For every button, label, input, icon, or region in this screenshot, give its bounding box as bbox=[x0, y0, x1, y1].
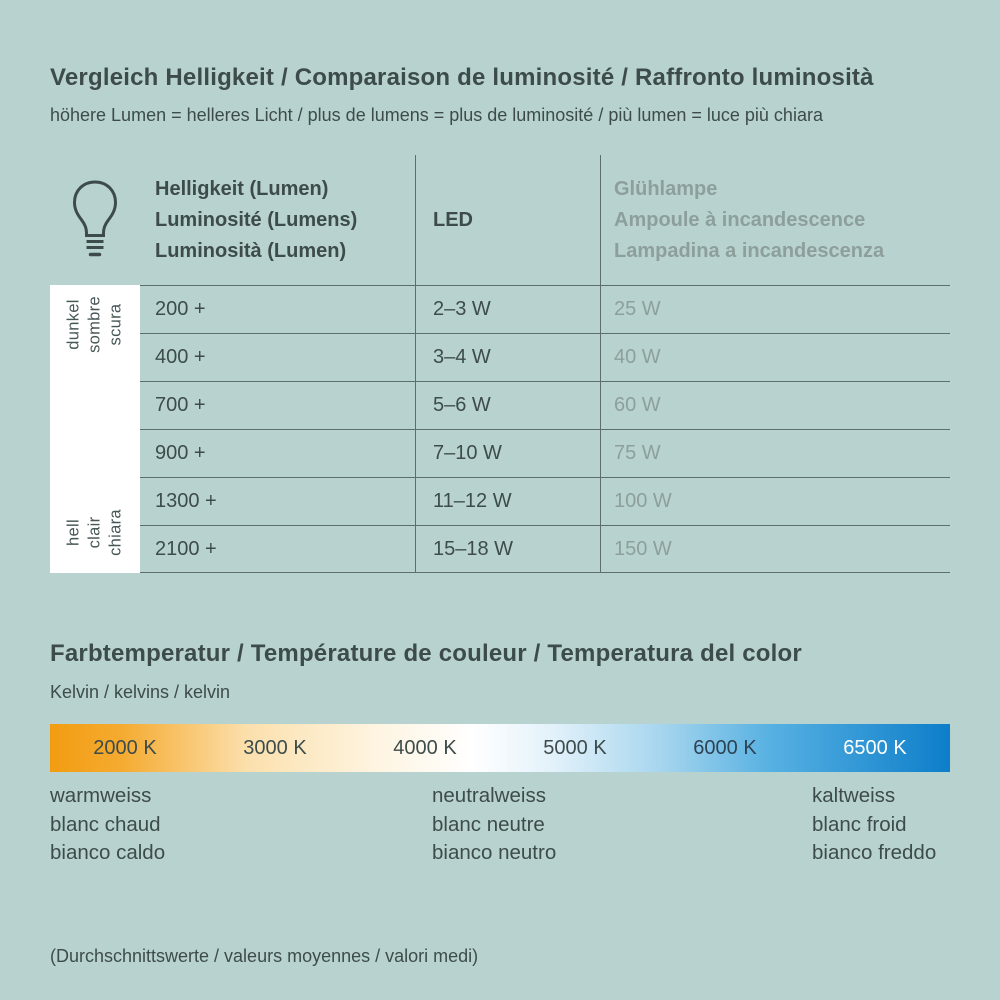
table-cell-lumen-2: 700 + bbox=[140, 381, 415, 429]
column-header-led: LED bbox=[415, 155, 600, 285]
kelvin-tick-6500: 6500 K bbox=[843, 736, 907, 759]
header-led-label: LED bbox=[433, 208, 473, 231]
table-cell-watt-1: 40 W bbox=[600, 333, 950, 381]
header-lumen-fr: Luminosité (Lumens) bbox=[155, 208, 358, 231]
kelvin-tick-3000: 3000 K bbox=[243, 736, 307, 759]
header-incandescent-it: Lampadina a incandescenza bbox=[614, 239, 885, 262]
label-neutral-de: neutralweiss bbox=[432, 784, 546, 807]
label-warm-it: bianco caldo bbox=[50, 841, 166, 864]
table-cell-watt-4: 100 W bbox=[600, 477, 950, 525]
label-warm-de: warmweiss bbox=[50, 784, 152, 807]
header-incandescent-fr: Ampoule à incandescence bbox=[614, 208, 866, 231]
table-cell-led-0: 2–3 W bbox=[415, 285, 600, 333]
temperature-labels: warmweiss blanc chaud bianco caldo neutr… bbox=[50, 782, 950, 874]
table-cell-led-4: 11–12 W bbox=[415, 477, 600, 525]
header-lumen-de: Helligkeit (Lumen) bbox=[155, 177, 329, 200]
brightness-title: Vergleich Helligkeit / Comparaison de lu… bbox=[50, 64, 874, 91]
table-cell-led-3: 7–10 W bbox=[415, 429, 600, 477]
header-incandescent-de: Glühlampe bbox=[614, 177, 718, 200]
bulb-icon-cell bbox=[50, 155, 140, 285]
kelvin-tick-6000: 6000 K bbox=[693, 736, 757, 759]
temperature-title: Farbtemperatur / Température de couleur … bbox=[50, 640, 802, 667]
table-cell-lumen-3: 900 + bbox=[140, 429, 415, 477]
table-cell-led-1: 3–4 W bbox=[415, 333, 600, 381]
label-warm-white: warmweiss blanc chaud bianco caldo bbox=[50, 782, 165, 868]
label-neutral-white: neutralweiss blanc neutre bianco neutro bbox=[432, 782, 556, 868]
side-label-bright-it: chiara bbox=[106, 509, 125, 556]
side-label-bright: hell clair chiara bbox=[64, 488, 127, 578]
label-warm-fr: blanc chaud bbox=[50, 812, 161, 836]
label-cold-it: bianco freddo bbox=[812, 841, 937, 864]
side-label-dark-de: dunkel bbox=[64, 299, 83, 350]
table-cell-lumen-5: 2100 + bbox=[140, 525, 415, 573]
table-cell-led-5: 15–18 W bbox=[415, 525, 600, 573]
table-cell-watt-2: 60 W bbox=[600, 381, 950, 429]
side-label-dark-fr: sombre bbox=[85, 296, 104, 353]
side-label-dark-it: scura bbox=[106, 303, 125, 346]
table-cell-watt-0: 25 W bbox=[600, 285, 950, 333]
table-cell-watt-3: 75 W bbox=[600, 429, 950, 477]
side-label-bright-de: hell bbox=[64, 519, 83, 546]
column-header-lumen: Helligkeit (Lumen) Luminosité (Lumens) L… bbox=[140, 155, 415, 285]
table-cell-lumen-4: 1300 + bbox=[140, 477, 415, 525]
table-cell-led-2: 5–6 W bbox=[415, 381, 600, 429]
light-bulb-icon bbox=[72, 180, 118, 257]
side-label-dark: dunkel sombre scura bbox=[64, 280, 127, 370]
table-cell-lumen-0: 200 + bbox=[140, 285, 415, 333]
label-cold-fr: blanc froid bbox=[812, 812, 907, 836]
label-neutral-fr: blanc neutre bbox=[432, 812, 545, 836]
footer-note: (Durchschnittswerte / valeurs moyennes /… bbox=[50, 946, 479, 966]
kelvin-scale: 2000 K 3000 K 4000 K 5000 K 6000 K 6500 … bbox=[50, 724, 950, 772]
header-lumen-it: Luminosità (Lumen) bbox=[155, 239, 347, 262]
label-neutral-it: bianco neutro bbox=[432, 841, 557, 864]
side-label-bright-fr: clair bbox=[85, 516, 104, 549]
label-cold-de: kaltweiss bbox=[812, 784, 896, 807]
table-cell-lumen-1: 400 + bbox=[140, 333, 415, 381]
kelvin-tick-2000: 2000 K bbox=[93, 736, 157, 759]
brightness-side-strip: dunkel sombre scura hell clair chiara bbox=[50, 285, 140, 573]
brightness-table: Helligkeit (Lumen) Luminosité (Lumens) L… bbox=[50, 155, 950, 573]
brightness-subtitle: höhere Lumen = helleres Licht / plus de … bbox=[50, 105, 823, 125]
column-header-incandescent: Glühlampe Ampoule à incandescence Lampad… bbox=[600, 155, 950, 285]
kelvin-tick-5000: 5000 K bbox=[543, 736, 607, 759]
label-cold-white: kaltweiss blanc froid bianco freddo bbox=[812, 782, 936, 868]
temperature-subtitle: Kelvin / kelvins / kelvin bbox=[50, 682, 231, 702]
table-cell-watt-5: 150 W bbox=[600, 525, 950, 573]
kelvin-tick-4000: 4000 K bbox=[393, 736, 457, 759]
